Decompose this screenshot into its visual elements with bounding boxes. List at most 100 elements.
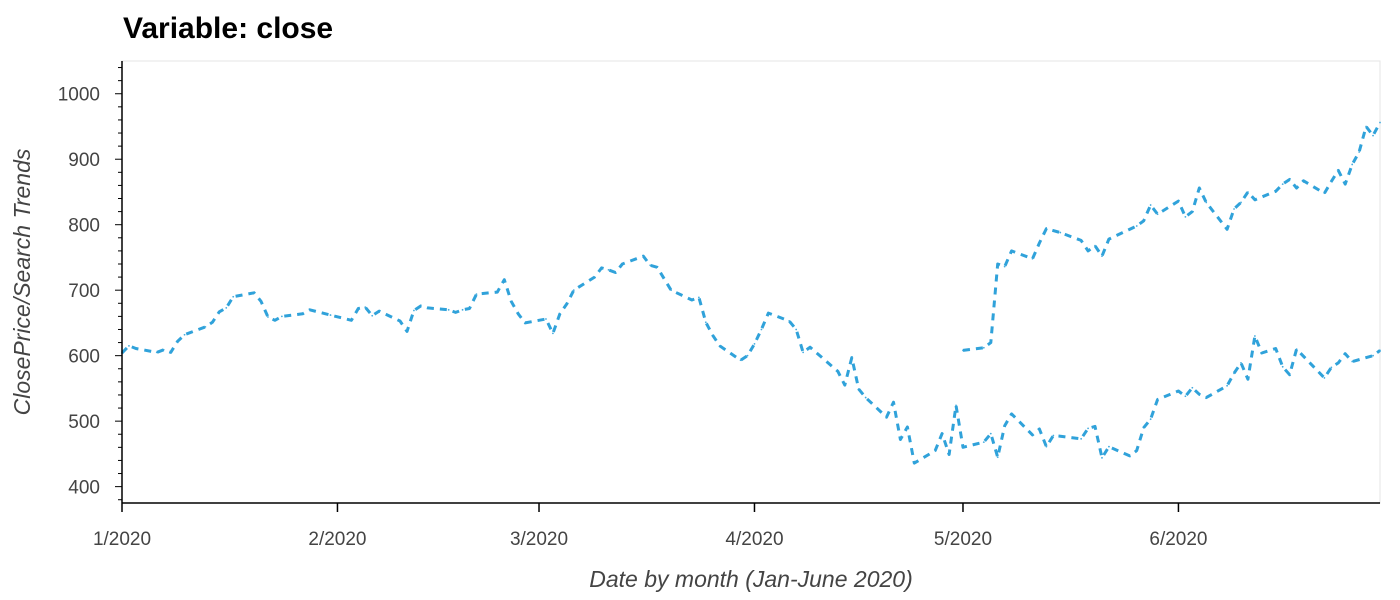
- data-point: [496, 291, 499, 294]
- data-point: [524, 322, 527, 324]
- data-point: [739, 359, 742, 362]
- data-point: [1080, 437, 1083, 440]
- data-point: [1010, 249, 1013, 252]
- data-point: [169, 351, 172, 354]
- data-point: [1045, 227, 1048, 230]
- data-point: [1003, 265, 1006, 268]
- data-point: [1149, 204, 1152, 206]
- data-point: [1108, 238, 1110, 241]
- data-point: [996, 263, 999, 265]
- data-point: [218, 310, 221, 313]
- data-point: [697, 296, 700, 299]
- data-point: [1052, 434, 1055, 437]
- data-point: [378, 310, 381, 313]
- data-point: [1274, 190, 1277, 193]
- data-point: [607, 268, 610, 271]
- data-point: [1281, 183, 1284, 186]
- data-point: [357, 307, 360, 310]
- data-point: [1031, 257, 1034, 260]
- y-tick-label: 800: [68, 216, 100, 237]
- data-point: [802, 351, 805, 354]
- data-point: [1198, 187, 1201, 189]
- data-point: [1330, 366, 1333, 369]
- data-point: [760, 328, 763, 331]
- data-point: [1101, 456, 1103, 459]
- data-point: [1344, 183, 1347, 186]
- data-point: [1205, 396, 1208, 399]
- data-point: [183, 333, 186, 336]
- data-point: [399, 320, 401, 322]
- data-point: [906, 426, 909, 428]
- data-point: [1372, 134, 1374, 137]
- data-point: [1288, 178, 1291, 181]
- data-point: [1087, 249, 1089, 252]
- data-point: [1226, 384, 1228, 387]
- data-point: [948, 453, 950, 456]
- data-point: [857, 388, 860, 390]
- data-point: [558, 312, 561, 315]
- data-point: [1003, 424, 1006, 427]
- plot-frame: [121, 60, 1381, 504]
- data-point: [614, 271, 617, 274]
- data-point: [649, 264, 652, 267]
- data-point: [475, 293, 478, 296]
- axis-layer: 400 500 600 700 800 900 1000 1/2020 2/2020 3/2020…: [58, 61, 1380, 550]
- data-point: [843, 384, 846, 387]
- data-point: [850, 356, 853, 359]
- data-point: [364, 306, 367, 309]
- data-point: [1128, 454, 1131, 457]
- data-point: [1372, 354, 1374, 357]
- y-tick-label: 500: [68, 412, 100, 433]
- data-point: [1142, 426, 1145, 429]
- data-point: [503, 278, 506, 281]
- data-point: [885, 416, 888, 419]
- data-point: [1240, 201, 1242, 204]
- y-tick-label: 900: [68, 150, 100, 171]
- data-point: [211, 321, 214, 324]
- data-point: [1177, 200, 1180, 203]
- data-point: [468, 307, 471, 310]
- data-point: [1344, 352, 1347, 355]
- data-point: [1323, 377, 1326, 379]
- series-1: [120, 254, 1381, 465]
- data-point: [1135, 449, 1138, 452]
- data-point: [454, 311, 457, 314]
- data-point: [1149, 418, 1152, 421]
- data-point: [1094, 244, 1096, 247]
- data-point: [1330, 180, 1333, 183]
- data-point: [1198, 393, 1201, 396]
- data-point: [1365, 125, 1367, 128]
- data-point: [621, 263, 624, 265]
- data-point: [1247, 378, 1249, 381]
- data-point: [1302, 179, 1305, 182]
- data-point: [718, 344, 721, 347]
- data-point: [1191, 210, 1194, 213]
- data-point: [934, 449, 937, 452]
- data-point: [260, 300, 262, 303]
- data-point: [1226, 228, 1228, 231]
- data-point: [1295, 187, 1298, 189]
- data-point: [274, 319, 276, 322]
- data-point: [1101, 255, 1103, 258]
- data-point: [767, 312, 770, 315]
- x-tick-label: 3/2020: [510, 529, 568, 550]
- data-point: [642, 255, 645, 258]
- data-point: [1351, 360, 1354, 363]
- data-point: [280, 315, 283, 318]
- data-point: [565, 303, 568, 305]
- y-tick-label: 700: [68, 281, 100, 302]
- data-point: [1184, 215, 1187, 218]
- data-point: [996, 456, 999, 459]
- data-point: [447, 308, 450, 311]
- data-point: [962, 349, 964, 352]
- data-point: [267, 316, 269, 318]
- data-point: [1274, 347, 1277, 350]
- data-point: [1281, 365, 1284, 368]
- data-point: [593, 276, 596, 278]
- data-point: [128, 344, 130, 347]
- data-point: [419, 305, 422, 307]
- data-point: [955, 404, 957, 407]
- data-point: [1247, 191, 1249, 193]
